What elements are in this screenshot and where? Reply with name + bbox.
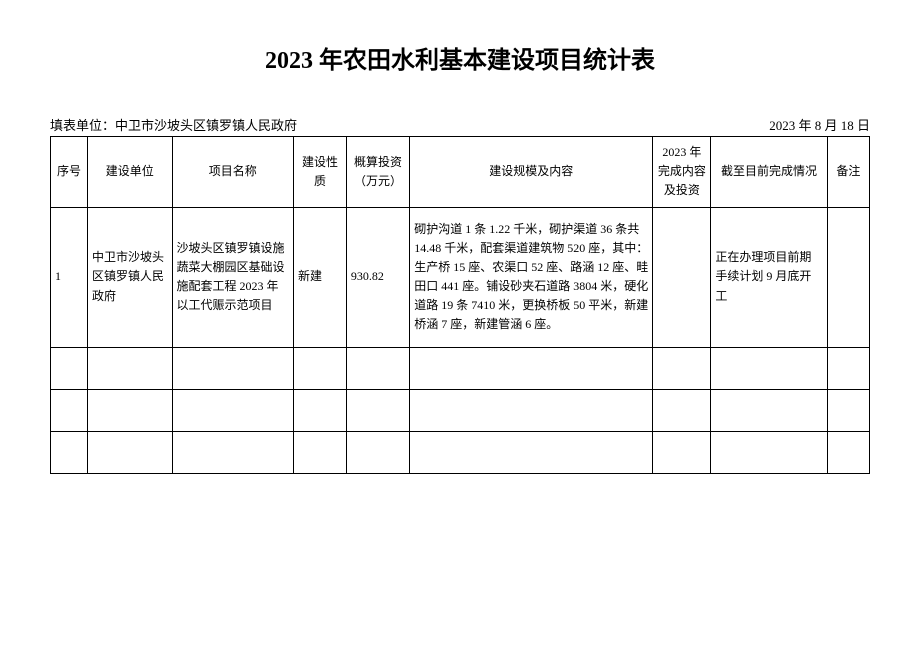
header-remark: 备注 [827, 137, 869, 208]
empty-cell [653, 389, 711, 431]
cell-unit: 中卫市沙坡头区镇罗镇人民政府 [87, 207, 172, 347]
cell-nature: 新建 [294, 207, 347, 347]
empty-cell [410, 347, 653, 389]
empty-cell [51, 347, 88, 389]
empty-cell [294, 389, 347, 431]
header-seq: 序号 [51, 137, 88, 208]
cell-status: 正在办理项目前期手续计划 9 月底开工 [711, 207, 827, 347]
header-year2023: 2023 年完成内容及投资 [653, 137, 711, 208]
empty-cell [87, 431, 172, 473]
empty-cell [294, 431, 347, 473]
cell-remark [827, 207, 869, 347]
empty-cell [172, 347, 294, 389]
empty-row [51, 347, 870, 389]
empty-cell [294, 347, 347, 389]
cell-year2023 [653, 207, 711, 347]
empty-row [51, 431, 870, 473]
empty-cell [653, 347, 711, 389]
empty-cell [827, 389, 869, 431]
header-name: 项目名称 [172, 137, 294, 208]
cell-invest: 930.82 [346, 207, 409, 347]
empty-cell [87, 389, 172, 431]
fill-date-label: 2023 年 8 月 18 日 [769, 115, 870, 134]
header-content: 建设规模及内容 [410, 137, 653, 208]
header-row: 序号 建设单位 项目名称 建设性质 概算投资（万元） 建设规模及内容 2023 … [51, 137, 870, 208]
empty-cell [410, 389, 653, 431]
empty-row [51, 389, 870, 431]
empty-cell [51, 431, 88, 473]
empty-cell [827, 347, 869, 389]
header-invest: 概算投资（万元） [346, 137, 409, 208]
cell-name: 沙坡头区镇罗镇设施蔬菜大棚园区基础设施配套工程 2023 年以工代赈示范项目 [172, 207, 294, 347]
meta-row: 填表单位：中卫市沙坡头区镇罗镇人民政府 2023 年 8 月 18 日 [50, 115, 870, 134]
header-unit: 建设单位 [87, 137, 172, 208]
empty-cell [51, 389, 88, 431]
empty-cell [172, 431, 294, 473]
empty-cell [711, 389, 827, 431]
empty-cell [346, 347, 409, 389]
project-table: 序号 建设单位 项目名称 建设性质 概算投资（万元） 建设规模及内容 2023 … [50, 136, 870, 474]
empty-cell [410, 431, 653, 473]
cell-seq: 1 [51, 207, 88, 347]
empty-cell [87, 347, 172, 389]
fill-unit-label: 填表单位：中卫市沙坡头区镇罗镇人民政府 [50, 115, 297, 134]
empty-cell [711, 431, 827, 473]
header-status: 截至目前完成情况 [711, 137, 827, 208]
table-row: 1中卫市沙坡头区镇罗镇人民政府沙坡头区镇罗镇设施蔬菜大棚园区基础设施配套工程 2… [51, 207, 870, 347]
page-title: 2023 年农田水利基本建设项目统计表 [50, 40, 870, 75]
empty-cell [653, 431, 711, 473]
cell-content: 砌护沟道 1 条 1.22 千米，砌护渠道 36 条共 14.48 千米，配套渠… [410, 207, 653, 347]
header-nature: 建设性质 [294, 137, 347, 208]
empty-cell [711, 347, 827, 389]
table-body: 1中卫市沙坡头区镇罗镇人民政府沙坡头区镇罗镇设施蔬菜大棚园区基础设施配套工程 2… [51, 207, 870, 473]
empty-cell [346, 431, 409, 473]
empty-cell [827, 431, 869, 473]
empty-cell [172, 389, 294, 431]
empty-cell [346, 389, 409, 431]
